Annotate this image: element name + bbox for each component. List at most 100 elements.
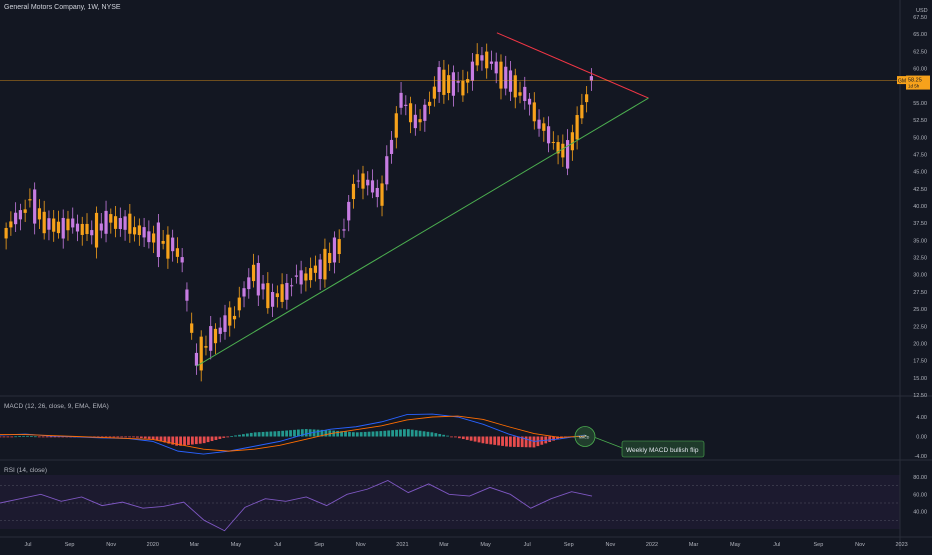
candle-body (185, 289, 189, 301)
candle-body (318, 259, 322, 280)
candle-body (270, 292, 275, 307)
candle-body (256, 262, 260, 296)
rsi-tick-label: 40.00 (913, 510, 927, 516)
macd-bar (379, 431, 383, 437)
macd-bar (179, 436, 183, 446)
macd-bar (426, 431, 430, 437)
macd-bar (10, 436, 14, 438)
time-tick-label: Nov (106, 542, 116, 548)
candle-body (342, 229, 346, 231)
candle-body (104, 210, 108, 234)
macd-bar (485, 436, 489, 444)
annotation-box (621, 440, 705, 458)
rsi-band (0, 475, 900, 529)
last-price-label: 58.25 (908, 78, 922, 84)
candle-body (290, 285, 294, 287)
candle-body (180, 257, 184, 263)
macd-bar (0, 436, 2, 438)
price-tick-label: 42.50 (913, 187, 927, 193)
candle-body (280, 284, 284, 302)
candle-body (223, 315, 227, 332)
macd-bar (324, 430, 328, 437)
candle-body (85, 223, 89, 235)
macd-bar (6, 436, 10, 438)
currency-label: USD (916, 8, 928, 14)
macd-bar (100, 436, 104, 438)
macd-bar (210, 436, 214, 442)
candle-body (361, 173, 365, 189)
candle-body (551, 141, 555, 143)
candle-body (423, 104, 427, 121)
macd-bar (434, 433, 438, 437)
price-tick-label: 67.50 (913, 15, 927, 21)
macd-bar (2, 436, 6, 438)
candle-body (109, 214, 113, 223)
macd-bar (548, 436, 552, 443)
candle-body (366, 179, 370, 186)
macd-bar (253, 432, 257, 437)
macd-tick-label: 4.00 (916, 415, 927, 421)
macd-bar (344, 431, 347, 437)
time-tick-label: 2022 (646, 542, 658, 548)
candle-body (251, 264, 256, 282)
candles (4, 43, 593, 382)
macd-bar (359, 432, 363, 437)
macd-bar (147, 436, 151, 439)
macd-bar (14, 436, 18, 438)
macd-bar (300, 429, 304, 437)
macd-bar (124, 436, 128, 438)
macd-bar (320, 429, 324, 437)
price-tick-label: 32.50 (913, 256, 927, 262)
candle-body (461, 80, 465, 96)
candle-body (247, 277, 251, 290)
candle-body (404, 104, 408, 106)
candle-body (523, 86, 527, 101)
macd-bar (438, 433, 442, 437)
macd-bar (26, 435, 29, 437)
candle-body (113, 216, 118, 229)
macd-bar (57, 436, 61, 438)
price-tick-label: 30.00 (913, 273, 927, 279)
candle-body (428, 101, 432, 106)
annotation-text: Weekly MACD bullish flip (626, 447, 699, 454)
candle-body (261, 283, 265, 290)
macd-bar (238, 434, 241, 437)
macd-bar (387, 430, 391, 437)
support-trendline (196, 97, 649, 367)
candle-body (442, 69, 446, 95)
macd-bar (450, 436, 453, 438)
macd-bar (454, 436, 457, 438)
candle-body (389, 139, 394, 154)
macd-bar (442, 434, 446, 437)
candle-body (37, 208, 42, 220)
time-tick-label: Mar (689, 542, 699, 548)
candle-body (356, 180, 360, 182)
candle-body (194, 352, 199, 366)
time-tick-label: Jul (524, 542, 531, 548)
price-tick-label: 37.50 (913, 221, 927, 227)
candle-body (161, 240, 165, 244)
candle-body (418, 119, 422, 123)
macd-bar (312, 429, 316, 437)
candle-body (561, 143, 565, 158)
macd-bar (410, 429, 414, 437)
candle-body (190, 323, 194, 333)
rsi-line (0, 479, 593, 532)
candle-body (137, 225, 141, 236)
candle-body (565, 140, 570, 169)
macd-bar (316, 429, 320, 437)
macd-bar (406, 429, 410, 437)
time-tick-label: Nov (356, 542, 366, 548)
candle-body (294, 275, 298, 277)
time-tick-label: Jul (24, 542, 31, 548)
candle-body (147, 231, 151, 243)
candle-body (518, 92, 522, 96)
annotation-tag: MACD (579, 436, 590, 440)
macd-bar (473, 436, 477, 442)
candle-body (447, 75, 451, 94)
macd-bar (296, 429, 300, 437)
candle-body (485, 51, 489, 69)
macd-bar (136, 436, 139, 438)
